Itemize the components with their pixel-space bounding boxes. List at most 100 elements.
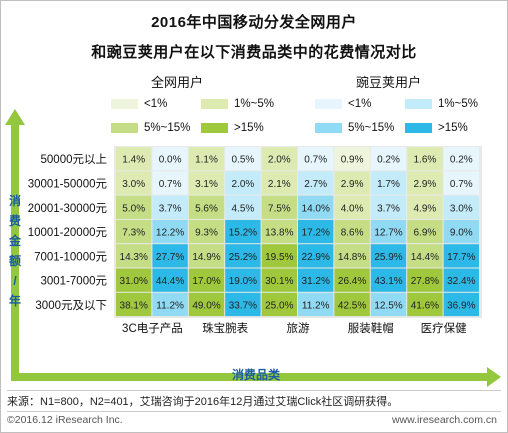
cell-value-label: 0.7%: [304, 155, 327, 166]
heatmap-cell-all-users: [188, 268, 225, 292]
heatmap-cell-wandoujia: [443, 268, 479, 292]
cell-value-label: 3.1%: [195, 179, 218, 190]
cell-value-label: 26.4%: [338, 276, 366, 287]
heatmap-cell-all-users: [261, 219, 297, 244]
heatmap-cell-all-users: [334, 219, 370, 244]
legend-item-all-1to5: 1%~5%: [201, 98, 274, 110]
legend-item-wdj-1to5: 1%~5%: [405, 98, 478, 110]
cell-value-label: 19.5%: [265, 252, 293, 263]
cell-value-label: 2.1%: [268, 179, 291, 190]
cell-value-label: 7.5%: [268, 203, 291, 214]
legend-swatch: [315, 123, 342, 133]
heatmap-cell-wandoujia: [298, 195, 334, 219]
heatmap-cell-all-users: [116, 195, 152, 219]
row-label: 3000元及以下: [35, 299, 107, 312]
heatmap-cell-wandoujia: [225, 268, 261, 292]
y-axis-arrowhead: [5, 109, 25, 125]
category-label: 医疗保健: [421, 321, 467, 335]
cell-value-label: 32.4%: [447, 276, 475, 287]
heatmap-cell-all-users: [261, 292, 297, 317]
heatmap-cell-wandoujia: [225, 292, 261, 317]
heatmap-cell-all-users: [334, 244, 370, 268]
cell-value-label: 19.0%: [229, 276, 257, 287]
cell-value-label: 12.5%: [374, 300, 402, 311]
legend-swatch: [315, 99, 342, 109]
cell-value-label: 3.0%: [122, 179, 145, 190]
category-label: 旅游: [287, 321, 310, 335]
cell-value-label: 9.0%: [450, 228, 473, 239]
heatmap-cell-all-users: [188, 292, 225, 317]
y-axis-bar: [11, 123, 19, 381]
legend-item-all-gt15: >15%: [201, 122, 264, 134]
heatmap-cell-wandoujia: [370, 268, 407, 292]
cell-value-label: 31.2%: [302, 276, 330, 287]
row-label: 7001-10000元: [34, 251, 107, 263]
legend-swatch: [201, 123, 228, 133]
heatmap-cell-wandoujia: [152, 244, 188, 268]
cell-value-label: 12.7%: [374, 228, 402, 239]
heatmap-cell-wandoujia: [152, 147, 188, 171]
cell-value-label: 3.7%: [377, 203, 400, 214]
cell-value-label: 5.6%: [195, 203, 218, 214]
heatmap-cell-all-users: [261, 171, 297, 195]
cell-value-label: 0.0%: [159, 155, 182, 166]
legend-item-wdj-lt1: <1%: [315, 98, 371, 110]
heatmap-cell-all-users: [188, 219, 225, 244]
legend-label: <1%: [144, 98, 168, 110]
y-axis-label-char: /: [13, 274, 17, 288]
heatmap-cell-wandoujia: [152, 171, 188, 195]
cell-value-label: 43.1%: [374, 276, 402, 287]
cell-value-label: 6.9%: [414, 228, 437, 239]
cell-value-label: 0.7%: [159, 179, 182, 190]
heatmap-cell-all-users: [116, 292, 152, 317]
heatmap-cell-all-users: [188, 171, 225, 195]
cell-value-label: 31.0%: [120, 276, 148, 287]
heatmap-cell-all-users: [407, 195, 443, 219]
y-axis-label-char: 消: [9, 193, 21, 208]
cell-value-label: 15.2%: [229, 228, 257, 239]
heatmap-cell-wandoujia: [225, 147, 261, 171]
cell-value-label: 8.6%: [341, 228, 364, 239]
heatmap-cell-wandoujia: [152, 219, 188, 244]
cell-value-label: 2.9%: [414, 179, 437, 190]
row-label: 10001-20000元: [28, 227, 108, 239]
x-axis-bar: [11, 373, 491, 381]
cell-value-label: 7.3%: [122, 228, 145, 239]
cell-value-label: 49.0%: [192, 300, 220, 311]
cell-value-label: 0.9%: [341, 155, 364, 166]
heatmap-cell-wandoujia: [443, 147, 479, 171]
cell-value-label: 11.2%: [302, 300, 330, 311]
cell-value-label: 4.9%: [414, 203, 437, 214]
heatmap-cell-all-users: [261, 195, 297, 219]
heatmap-cell-all-users: [407, 219, 443, 244]
heatmap-cell-all-users: [116, 171, 152, 195]
heatmap-cell-wandoujia: [443, 219, 479, 244]
cell-value-label: 0.2%: [450, 155, 473, 166]
legend-item-all-lt1: <1%: [111, 98, 167, 110]
heatmap-cell-all-users: [261, 268, 297, 292]
x-axis-arrowhead: [487, 367, 501, 387]
legend-swatch: [111, 123, 138, 133]
cell-value-label: 1.1%: [195, 155, 218, 166]
cell-value-label: 44.4%: [156, 276, 184, 287]
legend-swatch: [111, 99, 138, 109]
source-note: 来源：N1=800，N2=401，艾瑞咨询于2016年12月通过艾瑞Click社…: [7, 396, 399, 408]
cell-value-label: 13.8%: [265, 228, 293, 239]
cell-value-label: 27.8%: [411, 276, 439, 287]
heatmap-cell-all-users: [407, 244, 443, 268]
copyright: ©2016.12 iResearch Inc.: [7, 414, 123, 426]
cell-value-label: 14.3%: [120, 252, 148, 263]
heatmap-cell-wandoujia: [443, 171, 479, 195]
heatmap-cell-all-users: [261, 244, 297, 268]
cell-value-label: 30.1%: [265, 276, 293, 287]
heatmap-cell-all-users: [261, 147, 297, 171]
heatmap-cell-all-users: [188, 147, 225, 171]
cell-value-label: 2.0%: [232, 179, 255, 190]
heatmap-cell-wandoujia: [443, 292, 479, 317]
cell-value-label: 25.0%: [265, 300, 293, 311]
legend-label: 1%~5%: [438, 98, 478, 110]
chart-subtitle: 和豌豆荚用户在以下消费品类中的花费情况对比: [91, 44, 417, 61]
heatmap-cell-all-users: [116, 219, 152, 244]
